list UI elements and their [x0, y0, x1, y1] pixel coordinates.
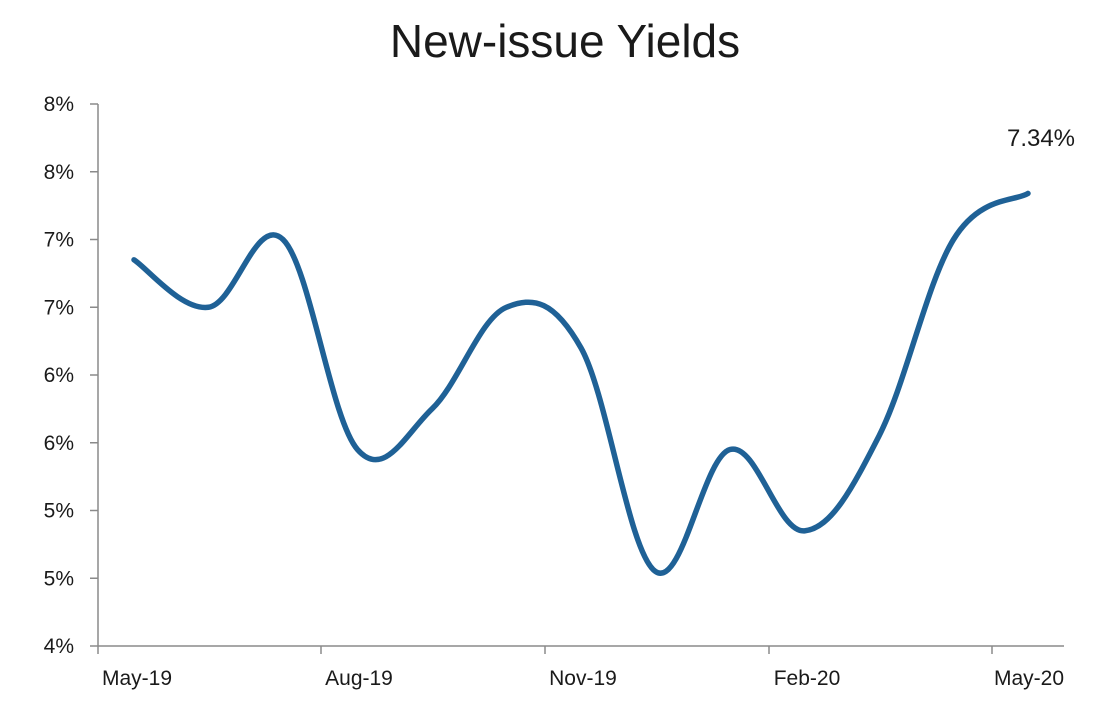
y-tick-label: 6%	[44, 432, 74, 455]
x-tick-label: Nov-19	[549, 667, 617, 690]
data-label: 7.34%	[1007, 125, 1075, 152]
chart-title: New-issue Yields	[389, 15, 741, 67]
y-tick-label: 5%	[44, 500, 74, 523]
series-line	[131, 190, 1031, 576]
y-tick-label: 4%	[44, 635, 74, 658]
y-tick-label: 5%	[44, 567, 74, 590]
x-tick-label: Aug-19	[325, 667, 393, 690]
x-tick-label: May-20	[994, 667, 1064, 690]
y-tick-label: 8%	[44, 161, 74, 184]
y-tick-label: 6%	[44, 364, 74, 387]
y-tick-label: 7%	[44, 229, 74, 252]
y-tick-label: 8%	[44, 93, 74, 116]
x-tick-label: May-19	[102, 667, 172, 690]
y-tick-label: 7%	[44, 296, 74, 319]
x-tick-label: Feb-20	[774, 667, 841, 690]
